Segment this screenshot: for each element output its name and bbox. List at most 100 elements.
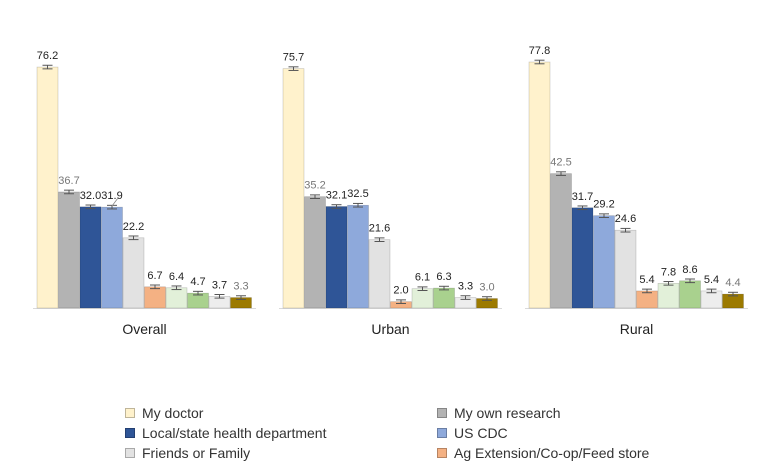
error-bar-rural-4 xyxy=(599,213,609,218)
legend-item-3: Local/state health department xyxy=(125,425,326,441)
group-label-urban: Urban xyxy=(371,321,409,337)
error-bar-overall-3 xyxy=(85,204,96,210)
data-label-urban-1: 75.7 xyxy=(283,52,304,64)
bar-rural-6 xyxy=(636,290,658,309)
group-label-rural: Rural xyxy=(620,321,653,337)
legend-swatch xyxy=(437,448,447,458)
data-label-urban-10: 3.0 xyxy=(479,282,494,294)
legend-item-4: US CDC xyxy=(437,425,508,441)
data-label-overall-1: 76.2 xyxy=(37,50,58,62)
legend-swatch xyxy=(125,448,135,458)
error-bar-rural-10 xyxy=(728,291,738,297)
legend-item-6: Ag Extension/Co-op/Feed store xyxy=(437,445,649,461)
data-label-overall-9: 3.7 xyxy=(212,279,227,291)
error-bar-urban-3 xyxy=(331,204,342,209)
data-label-rural-5: 24.6 xyxy=(615,213,636,225)
error-bar-urban-1 xyxy=(288,66,299,71)
error-bar-urban-4 xyxy=(353,202,363,208)
error-bar-rural-6 xyxy=(642,288,652,294)
bar-urban-4 xyxy=(347,204,369,309)
data-label-overall-5: 22.2 xyxy=(123,221,144,233)
legend-label: Friends or Family xyxy=(142,445,251,461)
error-bar-overall-7 xyxy=(171,285,182,291)
error-bar-urban-5 xyxy=(374,237,385,243)
data-label-overall-4: 31.9 xyxy=(101,190,122,202)
data-label-rural-7: 7.8 xyxy=(661,266,676,278)
bar-urban-1 xyxy=(282,68,305,309)
bar-overall-3 xyxy=(79,206,102,309)
error-bar-overall-10 xyxy=(236,295,246,300)
data-label-overall-6: 6.7 xyxy=(147,270,162,282)
bar-overall-4 xyxy=(101,206,123,309)
bar-overall-1 xyxy=(36,66,59,309)
legend-swatch xyxy=(437,428,447,438)
data-label-rural-3: 31.7 xyxy=(572,191,593,203)
group-label-overall: Overall xyxy=(122,321,166,337)
bar-urban-2 xyxy=(304,196,326,309)
error-bar-rural-3 xyxy=(577,205,588,211)
bar-urban-3 xyxy=(325,206,348,309)
legend-label: My own research xyxy=(454,405,561,421)
error-bar-overall-9 xyxy=(214,294,225,299)
error-bar-rural-5 xyxy=(620,227,631,233)
data-label-rural-10: 4.4 xyxy=(725,277,740,289)
legend-item-1: My doctor xyxy=(125,405,203,421)
bar-urban-7 xyxy=(411,288,434,309)
error-bar-rural-8 xyxy=(685,278,695,284)
data-label-rural-1: 77.8 xyxy=(529,45,550,57)
bar-overall-7 xyxy=(165,287,188,309)
error-bar-overall-2 xyxy=(64,189,74,195)
error-bar-rural-2 xyxy=(556,171,566,176)
data-label-urban-9: 3.3 xyxy=(458,281,473,293)
bar-urban-8 xyxy=(433,287,455,309)
data-label-rural-2: 42.5 xyxy=(550,157,571,169)
legend-swatch xyxy=(125,428,135,438)
bar-urban-5 xyxy=(368,239,391,309)
error-bar-urban-6 xyxy=(396,299,406,304)
error-bar-overall-6 xyxy=(150,284,160,290)
error-bar-overall-5 xyxy=(128,235,139,241)
data-label-urban-6: 2.0 xyxy=(393,285,408,297)
data-label-urban-2: 35.2 xyxy=(304,180,325,192)
error-bar-urban-2 xyxy=(310,194,320,199)
legend-label: My doctor xyxy=(142,405,204,421)
data-label-rural-4: 29.2 xyxy=(593,199,614,211)
error-bar-rural-1 xyxy=(534,59,545,65)
bar-rural-2 xyxy=(550,173,572,309)
error-bar-overall-1 xyxy=(42,64,53,70)
error-bar-rural-7 xyxy=(663,281,674,286)
data-label-overall-3: 32.0 xyxy=(80,190,101,202)
data-label-rural-8: 8.6 xyxy=(682,264,697,276)
legend-item-5: Friends or Family xyxy=(125,445,250,461)
bar-rural-9 xyxy=(700,290,723,309)
legend-swatch xyxy=(125,408,135,418)
data-label-overall-7: 6.4 xyxy=(169,271,184,283)
data-label-overall-10: 3.3 xyxy=(233,281,248,293)
legend-label: Local/state health department xyxy=(142,425,327,441)
error-bar-rural-9 xyxy=(706,288,717,294)
bar-rural-4 xyxy=(593,215,615,309)
data-label-urban-5: 21.6 xyxy=(369,223,390,235)
bar-rural-1 xyxy=(528,61,551,309)
data-label-overall-8: 4.7 xyxy=(190,276,205,288)
legend-label: Ag Extension/Co-op/Feed store xyxy=(454,445,650,461)
error-bar-urban-10 xyxy=(482,296,492,301)
bar-rural-8 xyxy=(679,280,701,309)
data-label-urban-7: 6.1 xyxy=(415,272,430,284)
data-label-urban-8: 6.3 xyxy=(436,271,451,283)
data-label-urban-3: 32.1 xyxy=(326,190,347,202)
data-label-rural-9: 5.4 xyxy=(704,274,719,286)
bar-rural-7 xyxy=(657,283,680,309)
label-leader-line xyxy=(111,197,119,207)
bar-rural-5 xyxy=(614,229,637,309)
grouped-bar-chart: 76.2 36.732.0 31.9 22.2 6.7 6.4 4.7 3.7 3.3 Overa… xyxy=(33,45,748,337)
bar-overall-6 xyxy=(144,286,166,309)
legend-label: US CDC xyxy=(454,425,508,441)
error-bar-overall-8 xyxy=(193,290,203,296)
legend-item-2: My own research xyxy=(437,405,561,421)
error-bar-urban-9 xyxy=(460,295,471,300)
bar-overall-5 xyxy=(122,237,145,309)
error-bar-urban-7 xyxy=(417,286,428,292)
data-label-overall-2: 36.7 xyxy=(58,175,79,187)
